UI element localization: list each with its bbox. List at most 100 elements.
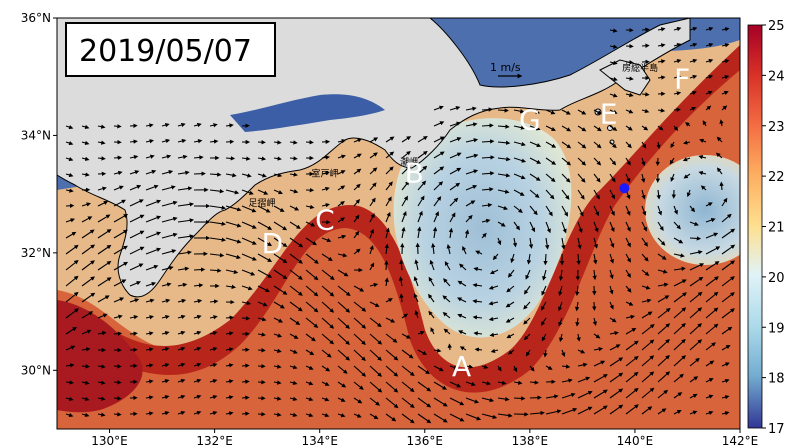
velocity-arrow (209, 253, 225, 258)
velocity-arrow (209, 221, 227, 226)
velocity-arrow (689, 339, 703, 351)
velocity-arrow (417, 365, 430, 375)
velocity-arrow (641, 269, 650, 276)
velocity-arrow (225, 253, 241, 260)
velocity-arrow (305, 269, 319, 281)
velocity-arrow (417, 381, 432, 392)
velocity-arrow (609, 125, 618, 131)
place-name: 室戸岬 (311, 168, 338, 180)
velocity-arrow (577, 141, 587, 149)
velocity-arrow (65, 244, 79, 255)
velocity-arrow (472, 283, 483, 288)
velocity-arrow (273, 317, 284, 323)
velocity-arrow (715, 152, 723, 159)
velocity-arrow (177, 346, 186, 352)
velocity-arrow (513, 109, 525, 114)
velocity-arrow (81, 124, 90, 130)
velocity-arrow (401, 365, 415, 377)
velocity-arrow (177, 170, 190, 175)
velocity-arrow (625, 92, 634, 98)
x-tick-label: 130°E (91, 434, 128, 448)
velocity-arrow (225, 395, 234, 400)
velocity-arrow (321, 237, 332, 243)
velocity-arrow (449, 152, 462, 159)
velocity-arrow (385, 196, 392, 207)
velocity-arrow (430, 327, 435, 335)
velocity-arrow (177, 298, 187, 304)
velocity-arrow (497, 156, 511, 162)
velocity-arrow (417, 136, 428, 143)
velocity-arrow (177, 266, 190, 271)
velocity-arrow (97, 412, 106, 417)
velocity-arrow (399, 259, 404, 271)
velocity-arrow (273, 253, 288, 264)
velocity-arrow (369, 182, 377, 191)
velocity-arrow (129, 184, 142, 191)
velocity-arrow (699, 138, 707, 143)
velocity-arrow (369, 197, 376, 207)
velocity-arrow (625, 221, 631, 232)
velocity-arrow (145, 347, 154, 352)
velocity-arrow (385, 136, 395, 143)
velocity-arrow (507, 269, 515, 278)
velocity-arrow (641, 298, 652, 303)
velocity-arrow (321, 285, 335, 297)
velocity-arrow (669, 157, 675, 165)
velocity-arrow (449, 106, 461, 111)
velocity-arrow (609, 173, 616, 183)
velocity-arrow (609, 109, 618, 114)
velocity-arrow (609, 221, 615, 233)
velocity-arrow (561, 221, 567, 234)
velocity-arrow (609, 28, 618, 33)
velocity-arrow (337, 413, 346, 418)
velocity-arrow (209, 346, 218, 352)
velocity-arrow (465, 381, 476, 387)
velocity-arrow (225, 379, 234, 384)
velocity-arrow (609, 60, 618, 65)
velocity-arrow (417, 195, 425, 207)
velocity-arrow (257, 269, 273, 278)
velocity-arrow (497, 365, 502, 372)
velocity-arrow (385, 397, 399, 409)
velocity-arrow (497, 413, 513, 418)
velocity-arrow (576, 333, 581, 342)
velocity-arrow (641, 92, 650, 97)
date-box-frame (65, 22, 276, 77)
velocity-arrow (497, 189, 510, 194)
colorbar-tick-label: 22 (768, 170, 785, 185)
velocity-arrow (65, 231, 77, 239)
velocity-arrow (321, 155, 330, 160)
velocity-arrow (353, 214, 360, 223)
velocity-arrow (81, 292, 96, 303)
velocity-arrow (385, 349, 399, 361)
velocity-arrow (225, 347, 234, 352)
velocity-arrow (177, 234, 195, 239)
velocity-arrow (129, 315, 139, 320)
velocity-arrow (113, 297, 125, 303)
velocity-arrow (481, 413, 498, 420)
velocity-arrow (97, 140, 106, 145)
velocity-arrow (657, 323, 671, 335)
velocity-arrow (177, 378, 186, 384)
velocity-arrow (705, 378, 714, 383)
velocity-arrow (689, 291, 703, 303)
colorbar-tick-label: 17 (768, 422, 785, 437)
velocity-arrow (561, 205, 568, 217)
velocity-arrow (273, 189, 283, 195)
velocity-arrow (507, 349, 515, 355)
velocity-arrow (689, 58, 698, 64)
velocity-arrow (497, 205, 509, 211)
velocity-arrow (575, 285, 580, 297)
velocity-arrow (497, 108, 509, 113)
velocity-arrow (523, 301, 531, 310)
date-label: 2019/05/07 (79, 34, 252, 69)
velocity-arrow (225, 173, 237, 178)
velocity-arrow (490, 348, 499, 353)
velocity-arrow (673, 221, 681, 230)
velocity-arrow (321, 412, 330, 418)
velocity-arrow (241, 285, 253, 291)
east-cold-eddy (645, 155, 740, 265)
velocity-arrow (475, 250, 483, 255)
velocity-arrow (337, 349, 351, 361)
velocity-arrow (609, 301, 614, 310)
